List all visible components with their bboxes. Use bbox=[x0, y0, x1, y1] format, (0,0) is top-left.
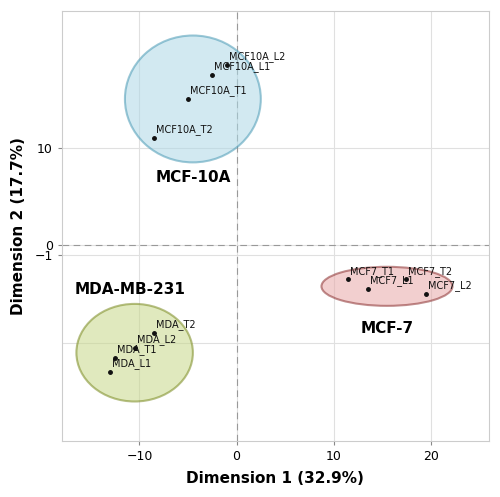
Text: MCF7_T1: MCF7_T1 bbox=[350, 266, 394, 276]
Text: MCF10A_T2: MCF10A_T2 bbox=[156, 124, 212, 135]
Text: MCF7_L2: MCF7_L2 bbox=[428, 280, 472, 291]
X-axis label: Dimension 1 (32.9%): Dimension 1 (32.9%) bbox=[186, 471, 364, 486]
Ellipse shape bbox=[76, 304, 193, 402]
Ellipse shape bbox=[125, 35, 261, 163]
Ellipse shape bbox=[322, 267, 452, 306]
Text: MDA-MB-231: MDA-MB-231 bbox=[74, 282, 185, 297]
Text: MDA_L2: MDA_L2 bbox=[136, 334, 176, 345]
Text: MCF7_L1: MCF7_L1 bbox=[370, 275, 413, 286]
Text: MDA_T1: MDA_T1 bbox=[117, 344, 156, 355]
Text: MDA_L1: MDA_L1 bbox=[112, 358, 152, 369]
Text: MCF10A_L2: MCF10A_L2 bbox=[229, 51, 285, 62]
Text: MCF10A_L1: MCF10A_L1 bbox=[214, 61, 270, 72]
Text: MCF10A_T1: MCF10A_T1 bbox=[190, 85, 246, 96]
Text: MCF-10A: MCF-10A bbox=[155, 169, 230, 184]
Text: MDA_T2: MDA_T2 bbox=[156, 320, 196, 330]
Text: MCF7_T2: MCF7_T2 bbox=[408, 266, 453, 276]
Text: MCF-7: MCF-7 bbox=[360, 321, 414, 336]
Y-axis label: Dimension 2 (17.7%): Dimension 2 (17.7%) bbox=[11, 137, 26, 315]
